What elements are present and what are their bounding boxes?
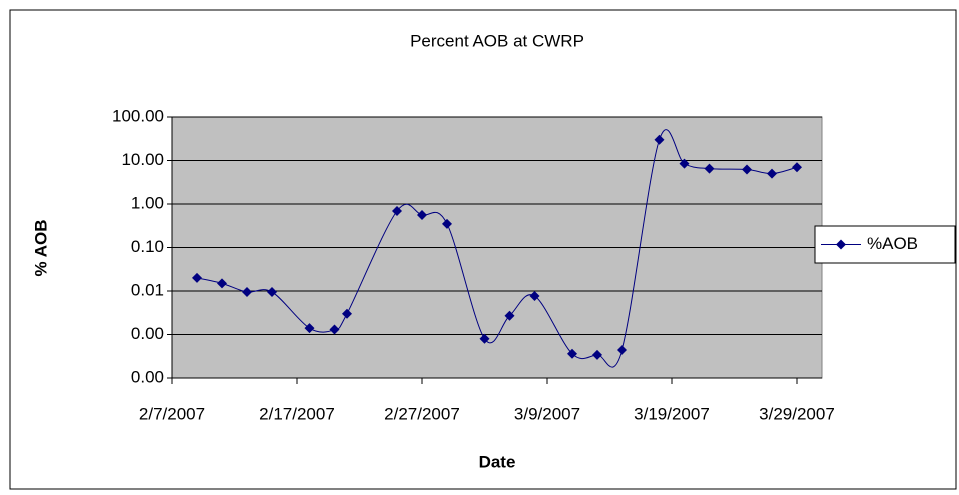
x-tick-label: 3/19/2007 — [634, 404, 710, 423]
data-point — [442, 218, 452, 229]
legend-label: %AOB — [867, 234, 918, 253]
x-tick-label: 3/9/2007 — [514, 404, 580, 423]
data-point — [654, 134, 665, 145]
x-axis-label: Date — [479, 452, 516, 471]
y-tick-label: 0.00 — [131, 367, 164, 386]
data-point — [617, 345, 627, 356]
data-point — [329, 324, 340, 335]
data-point — [792, 162, 802, 173]
data-point — [242, 286, 252, 297]
legend-marker — [836, 239, 846, 250]
data-point — [417, 209, 427, 220]
y-tick-label: 0.00 — [131, 324, 164, 343]
x-tick-label: 2/27/2007 — [384, 404, 460, 423]
data-point — [392, 206, 402, 217]
y-axis-label: % AOB — [31, 220, 50, 277]
data-point — [567, 348, 577, 359]
y-tick-label: 1.00 — [131, 193, 164, 212]
data-point — [529, 290, 540, 301]
x-tick-label: 2/7/2007 — [139, 404, 205, 423]
data-point — [679, 158, 690, 169]
data-point — [192, 272, 202, 283]
data-point — [704, 163, 715, 174]
data-point — [592, 349, 602, 360]
data-point — [767, 168, 777, 179]
y-tick-label: 100.00 — [112, 106, 164, 125]
y-tick-label: 10.00 — [121, 150, 164, 169]
data-point — [504, 310, 515, 321]
data-point — [479, 333, 490, 344]
chart-title: Percent AOB at CWRP — [410, 31, 584, 50]
data-point — [304, 323, 315, 334]
data-point — [742, 164, 752, 175]
data-point — [217, 278, 227, 289]
data-point — [342, 308, 352, 319]
y-tick-label: 0.10 — [131, 237, 164, 256]
x-tick-label: 3/29/2007 — [759, 404, 835, 423]
y-tick-label: 0.01 — [131, 280, 164, 299]
x-tick-label: 2/17/2007 — [259, 404, 335, 423]
data-point — [267, 286, 277, 297]
